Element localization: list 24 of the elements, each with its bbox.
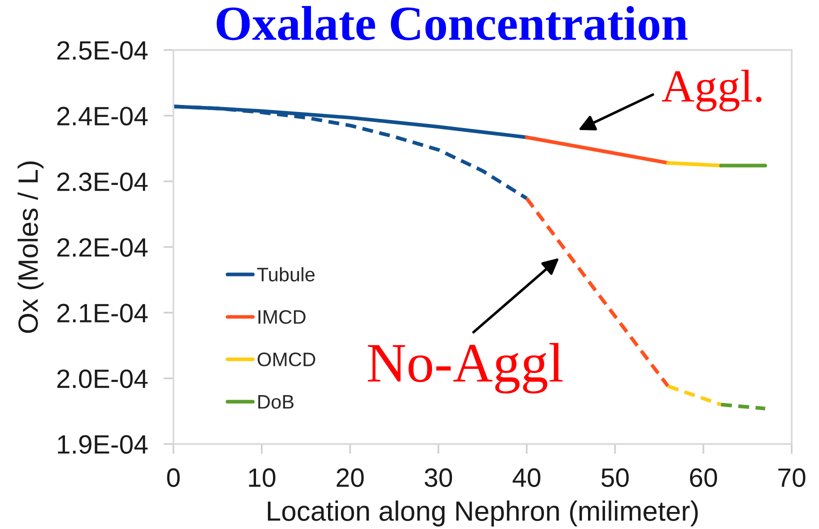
y-tick-label: 1.9E-04 <box>58 435 148 454</box>
y-axis-title: Ox (Moles / L) <box>18 162 44 333</box>
y-tick-label: 2.0E-04 <box>57 369 148 388</box>
x-tick-label: 60 <box>690 468 718 487</box>
x-tick-label: 30 <box>424 468 452 487</box>
y-tick-label: 2.3E-04 <box>57 172 148 192</box>
y-tick-label: 2.4E-04 <box>57 106 148 126</box>
y-tick-label: 2.2E-04 <box>57 238 148 257</box>
x-tick-label: 40 <box>512 468 540 487</box>
y-tick-label: 2.5E-04 <box>57 41 148 60</box>
x-tick-label: 10 <box>249 468 276 487</box>
chart-title: Oxalate Concentration <box>216 6 688 40</box>
legend-label: Tubule <box>257 267 315 282</box>
x-axis-title: Location along Nephron (milimeter) <box>268 500 698 526</box>
x-tick-label: 0 <box>167 468 180 487</box>
x-tick-label: 70 <box>778 468 806 487</box>
legend-label: OMCD <box>258 352 316 366</box>
legend-label: IMCD <box>258 310 306 324</box>
annotation: No-Aggl <box>368 342 563 394</box>
annotation: Aggl. <box>662 70 762 112</box>
legend-label: DoB <box>258 395 294 409</box>
x-tick-label: 20 <box>336 468 364 487</box>
y-tick-label: 2.1E-04 <box>57 304 148 322</box>
x-tick-label: 50 <box>601 468 629 487</box>
